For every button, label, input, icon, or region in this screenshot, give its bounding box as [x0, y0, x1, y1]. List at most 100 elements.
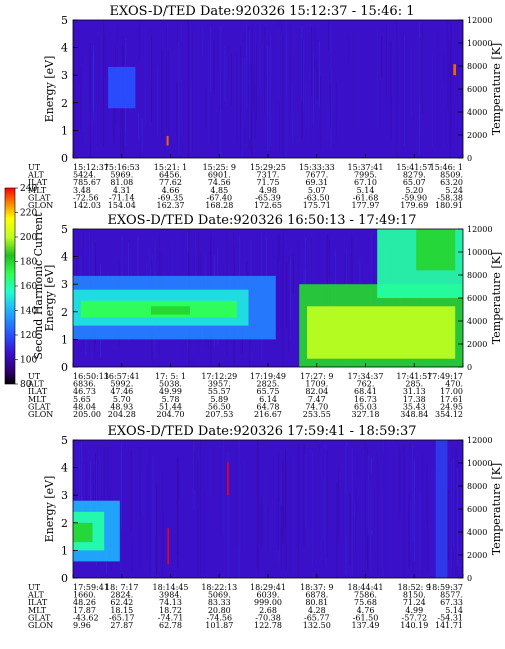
- heatmap-noise-streak: [177, 456, 179, 569]
- colorbar-tick-label: 120: [20, 331, 37, 341]
- ephemeris-value: 49.99: [159, 387, 182, 396]
- ephemeris-value: 2825.: [257, 380, 280, 389]
- heatmap-noise-streak: [124, 258, 126, 293]
- ephemeris-value: 5424.: [73, 171, 96, 180]
- ephemeris-value: 204.28: [108, 410, 136, 419]
- ephemeris-value: 15:37:41: [348, 163, 384, 172]
- ephemeris-value: 3.48: [73, 186, 91, 195]
- heatmap-noise-streak: [369, 480, 371, 560]
- heatmap-noise-streak: [396, 51, 398, 99]
- ephemeris-value: 1709.: [305, 380, 328, 389]
- ephemeris-value: 62.78: [159, 621, 182, 630]
- heatmap-noise-streak: [399, 451, 401, 520]
- heatmap-noise-streak: [156, 65, 158, 137]
- heatmap-noise-streak: [305, 238, 307, 315]
- ephemeris-value: 71.24: [403, 598, 426, 607]
- heatmap-noise-streak: [116, 27, 118, 92]
- ephemeris-value: 82.04: [305, 387, 328, 396]
- ephemeris-value: 18: 7:17: [105, 583, 138, 592]
- heatmap-noise-streak: [141, 118, 143, 152]
- heatmap-noise-streak: [238, 440, 240, 578]
- heatmap-noise-streak: [178, 470, 180, 501]
- heatmap-noise-streak: [233, 232, 235, 261]
- heatmap-noise-streak: [427, 480, 429, 573]
- ephemeris-value: 81.08: [110, 178, 133, 187]
- heatmap-noise-streak: [180, 26, 182, 119]
- heatmap-noise-streak: [366, 528, 367, 562]
- y-tick-label: 4: [61, 42, 68, 55]
- ephemeris-value: 17.38: [403, 395, 426, 404]
- colorbar-tick-label: 180: [20, 258, 37, 268]
- heatmap-noise-streak: [243, 238, 245, 308]
- y2-tick-label: 0: [467, 363, 472, 372]
- heatmap-noise-streak: [194, 451, 196, 491]
- heatmap-noise-streak: [250, 64, 252, 154]
- heatmap-noise-streak: [450, 22, 452, 149]
- ephemeris-value: 132.50: [303, 621, 331, 630]
- heatmap-noise-streak: [139, 447, 141, 569]
- heatmap-noise-streak: [125, 101, 127, 131]
- ephemeris-value: -61.50: [353, 613, 379, 622]
- heatmap-noise-streak: [308, 70, 310, 143]
- heatmap-noise-streak: [371, 229, 373, 272]
- heatmap-noise-streak: [458, 461, 460, 549]
- y2-tick-label: 6000: [467, 294, 487, 303]
- heatmap-noise-streak: [200, 24, 202, 109]
- heatmap-noise-streak: [193, 442, 195, 510]
- ephemeris-value: 17:59:41: [73, 583, 109, 592]
- heatmap-noise-streak: [398, 445, 400, 520]
- colorbar-tick-label: 140: [20, 307, 37, 317]
- heatmap-noise-streak: [145, 22, 147, 84]
- heatmap-noise-streak: [403, 445, 405, 578]
- ephemeris-value: -65.17: [109, 613, 135, 622]
- ephemeris-value: 67.33: [440, 598, 463, 607]
- ephemeris-value: 5.07: [308, 186, 326, 195]
- heatmap-noise-streak: [281, 503, 282, 570]
- heatmap-feature-region: [166, 135, 169, 146]
- heatmap-noise-streak: [336, 482, 338, 578]
- spectrogram-panel-1: EXOS-D/TED Date:920326 15:12:37 - 15:46:…: [27, 4, 503, 210]
- ephemeris-value: -70.38: [255, 613, 281, 622]
- heatmap-noise-streak: [268, 74, 270, 151]
- ephemeris-value: 16:50:13: [73, 372, 109, 381]
- ephemeris-value: 4.85: [210, 186, 228, 195]
- heatmap-noise-streak: [355, 22, 357, 86]
- heatmap-noise-streak: [301, 38, 303, 139]
- heatmap-noise-streak: [452, 449, 454, 575]
- ephemeris-value: 5992.: [110, 380, 133, 389]
- heatmap-noise-streak: [448, 34, 449, 130]
- ephemeris-value: -71.14: [109, 193, 135, 202]
- y2-tick-label: 10000: [467, 248, 492, 257]
- heatmap-noise-streak: [314, 462, 316, 560]
- heatmap-noise-streak: [449, 40, 451, 157]
- ephemeris-row-label: UT: [28, 583, 41, 592]
- y-tick-label: 0: [61, 572, 68, 585]
- heatmap-noise-streak: [161, 471, 163, 576]
- heatmap-noise-streak: [419, 490, 421, 570]
- ephemeris-value: 4.66: [162, 186, 180, 195]
- heatmap-noise-streak: [324, 443, 326, 562]
- heatmap-noise-streak: [297, 443, 299, 577]
- heatmap-noise-streak: [422, 452, 424, 574]
- heatmap-noise-streak: [192, 26, 194, 154]
- heatmap-noise-streak: [319, 105, 321, 150]
- ephemeris-value: 48.93: [110, 402, 133, 411]
- ephemeris-value: 18:37: 9: [300, 583, 333, 592]
- heatmap-noise-streak: [419, 37, 421, 104]
- ephemeris-value: 253.55: [303, 410, 331, 419]
- heatmap-noise-streak: [316, 60, 318, 98]
- ephemeris-value: 122.78: [254, 621, 282, 630]
- heatmap-noise-streak: [149, 448, 151, 573]
- ephemeris-value: 4.31: [113, 186, 131, 195]
- ephemeris-row-label: ALT: [27, 591, 44, 600]
- heatmap-noise-streak: [390, 43, 392, 139]
- heatmap-noise-streak: [264, 25, 266, 116]
- spectrogram-panel-2: EXOS-D/TED Date:920326 16:50:13 - 17:49:…: [27, 213, 503, 419]
- ephemeris-value: 5.89: [210, 395, 228, 404]
- heatmap-noise-streak: [413, 460, 415, 562]
- ephemeris-value: 15:12:37: [73, 163, 109, 172]
- ephemeris-value: 154.04: [108, 201, 136, 210]
- heatmap-noise-streak: [92, 44, 94, 112]
- colorbar-tick-label: 220: [20, 209, 37, 219]
